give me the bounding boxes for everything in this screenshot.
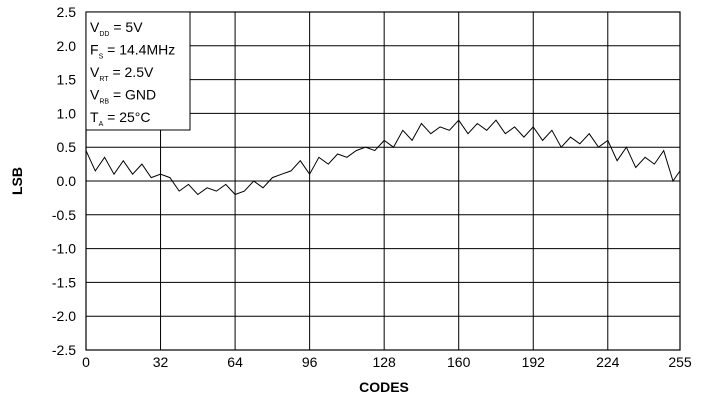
- annotation-line: TA = 25°C: [90, 109, 150, 128]
- x-tick-label: 0: [82, 354, 90, 370]
- x-tick-label: 224: [596, 354, 620, 370]
- y-tick-label: -2.0: [52, 308, 76, 324]
- x-tick-label: 64: [227, 354, 243, 370]
- y-tick-label: 2.0: [57, 38, 77, 54]
- y-tick-label: 0.5: [57, 139, 77, 155]
- x-tick-label: 255: [668, 354, 692, 370]
- y-tick-label: -1.0: [52, 241, 76, 257]
- y-tick-label: -0.5: [52, 207, 76, 223]
- x-tick-label: 192: [522, 354, 546, 370]
- annotation-line: FS = 14.4MHz: [90, 42, 175, 61]
- tick-labels: 2.5 2.0 1.5 1.0 0.5 0.0 -0.5 -1.0 -1.5 -2.0 -2.5 0 3…: [52, 4, 692, 370]
- annotation-frame: [85, 11, 191, 131]
- y-tick-label: 2.5: [57, 4, 77, 20]
- y-tick-label: 1.5: [57, 72, 77, 88]
- y-axis-title: LSB: [9, 167, 25, 195]
- y-tick-label: 1.0: [57, 105, 77, 121]
- x-tick-label: 128: [372, 354, 396, 370]
- x-tick-label: 160: [447, 354, 471, 370]
- y-tick-label: 0.0: [57, 173, 77, 189]
- y-tick-label: -2.5: [52, 342, 76, 358]
- x-tick-label: 96: [302, 354, 318, 370]
- annotation-line: VRB = GND: [90, 87, 156, 106]
- annotation-box: VDD = 5V FS = 14.4MHz VRT = 2.5V VRB = GND T…: [85, 11, 191, 131]
- annotation-line: VDD = 5V: [90, 19, 143, 38]
- y-tick-label: -1.5: [52, 274, 76, 290]
- annotation-line: VRT = 2.5V: [90, 64, 154, 83]
- x-tick-label: 32: [153, 354, 169, 370]
- x-axis-title: CODES: [359, 379, 409, 395]
- series-line: [85, 119, 681, 196]
